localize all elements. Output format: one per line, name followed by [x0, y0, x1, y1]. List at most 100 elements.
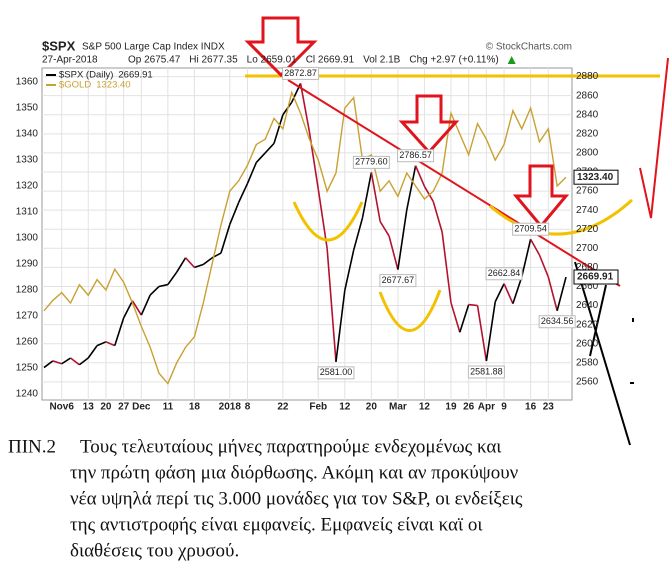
x-tick-label: 9 [501, 402, 507, 413]
y2-tick-label: 2880 [576, 71, 599, 82]
price-segment [105, 341, 116, 347]
price-segment [388, 235, 399, 270]
legend-value: 1323.40 [96, 80, 130, 91]
price-segment [131, 300, 143, 316]
caption-label: ΠΙΝ.2 [8, 436, 56, 457]
price-segment [520, 239, 532, 278]
value-label: 2581.00 [320, 367, 353, 377]
last-value-tag [573, 169, 619, 185]
x-tick-label: 27 [118, 402, 130, 413]
y2-tick-label: 2640 [576, 300, 599, 311]
price-segment [122, 300, 134, 319]
source: © StockCharts.com [486, 42, 572, 53]
price-segment [459, 304, 470, 333]
price-segment [52, 360, 62, 365]
price-line [43, 90, 567, 385]
arrow [512, 164, 570, 229]
value-label-box [397, 149, 435, 163]
y-tick-label: 1360 [16, 77, 39, 88]
y-tick-label: 1310 [16, 207, 39, 218]
last-value-tag [573, 269, 619, 285]
value-label-box [352, 155, 390, 169]
last-value: 1323.40 [577, 172, 614, 183]
x-tick-label: Feb [309, 402, 327, 413]
price-segment [140, 294, 151, 316]
x-tick-label: 16 [525, 402, 537, 413]
value-label: 2581.88 [470, 366, 503, 376]
y2-tick-label: 2700 [576, 243, 599, 254]
y2-tick-label: 2580 [576, 357, 599, 368]
y-tick-label: 1320 [16, 181, 39, 192]
price-segment [299, 83, 311, 133]
price-segment [264, 142, 275, 154]
price-segment [273, 114, 284, 144]
price-segment [432, 201, 443, 233]
pointer-line [639, 57, 669, 219]
x-tick-label: Dec [132, 402, 151, 413]
price-segment [379, 221, 390, 237]
x-tick-label: 13 [83, 402, 95, 413]
price-segment [423, 185, 434, 202]
x-tick-label: 8 [245, 402, 251, 413]
y2-tick-label: 2600 [576, 338, 599, 349]
date: 27-Apr-2018 [42, 55, 98, 66]
value-label: 2709.54 [514, 224, 547, 234]
price-segment [494, 283, 505, 303]
x-tick-label: Nov6 [49, 402, 74, 413]
price-segment [538, 254, 550, 278]
y2-tick-label: 2680 [576, 262, 599, 273]
value-label: 2662.84 [488, 268, 521, 278]
caption-line: της αντιστροφής είναι εμφανείς. Εμφανείς… [70, 514, 483, 535]
trend-line [287, 79, 621, 287]
value-label: 2677.67 [382, 275, 415, 285]
x-tick-label: 20 [100, 402, 112, 413]
price-segment [441, 231, 452, 303]
price-segment [547, 276, 558, 311]
y2-tick-label: 2720 [576, 224, 599, 235]
price-segment [485, 301, 497, 362]
arrow [398, 94, 460, 155]
y-tick-label: 1290 [16, 259, 39, 270]
last-value: 2669.91 [577, 272, 614, 283]
x-tick-label: 12 [339, 402, 351, 413]
price-segment [229, 202, 240, 225]
arrow [244, 16, 318, 78]
price-segment [194, 263, 204, 269]
price-segment [202, 257, 213, 266]
value-label: 2779.60 [355, 157, 388, 167]
info-item: Chg +2.97 (+0.11%) [409, 55, 498, 66]
arc [489, 198, 634, 236]
y2-tick-label: 2620 [576, 319, 599, 330]
price-segment [529, 238, 541, 256]
value-label-box [485, 267, 523, 281]
price-segment [476, 305, 488, 362]
value-label: 2786.57 [399, 150, 432, 160]
x-tick-label: Apr [478, 402, 495, 413]
y2-tick-label: 2740 [576, 205, 599, 216]
y2-tick-label: 2820 [576, 128, 599, 139]
legend-label: $SPX (Daily) [59, 70, 113, 81]
price-segment [335, 290, 346, 362]
y2-tick-label: 2860 [576, 90, 599, 101]
price-segment [184, 257, 195, 268]
price-segment [78, 357, 89, 366]
value-label-box [467, 365, 505, 379]
y-tick-label: 1330 [16, 155, 39, 166]
price-segment [167, 271, 178, 286]
arc [292, 201, 364, 242]
price-segment [326, 248, 337, 362]
price-segment [96, 341, 107, 347]
x-tick-label: 23 [543, 402, 555, 413]
y-tick-label: 1250 [16, 363, 39, 374]
price-segment [158, 283, 169, 288]
y2-tick-label: 2660 [576, 281, 599, 292]
caption-line: την πρώτη φάση μια διόρθωσης. Ακόμη και … [70, 462, 519, 483]
price-segment [370, 172, 381, 222]
x-tick-label: 22 [277, 402, 289, 413]
x-tick-label: 19 [445, 402, 457, 413]
value-label-box [512, 222, 550, 236]
pointer-line [574, 261, 631, 446]
x-tick-label: 11 [163, 402, 174, 413]
info-item: Cl 2669.91 [306, 55, 355, 66]
